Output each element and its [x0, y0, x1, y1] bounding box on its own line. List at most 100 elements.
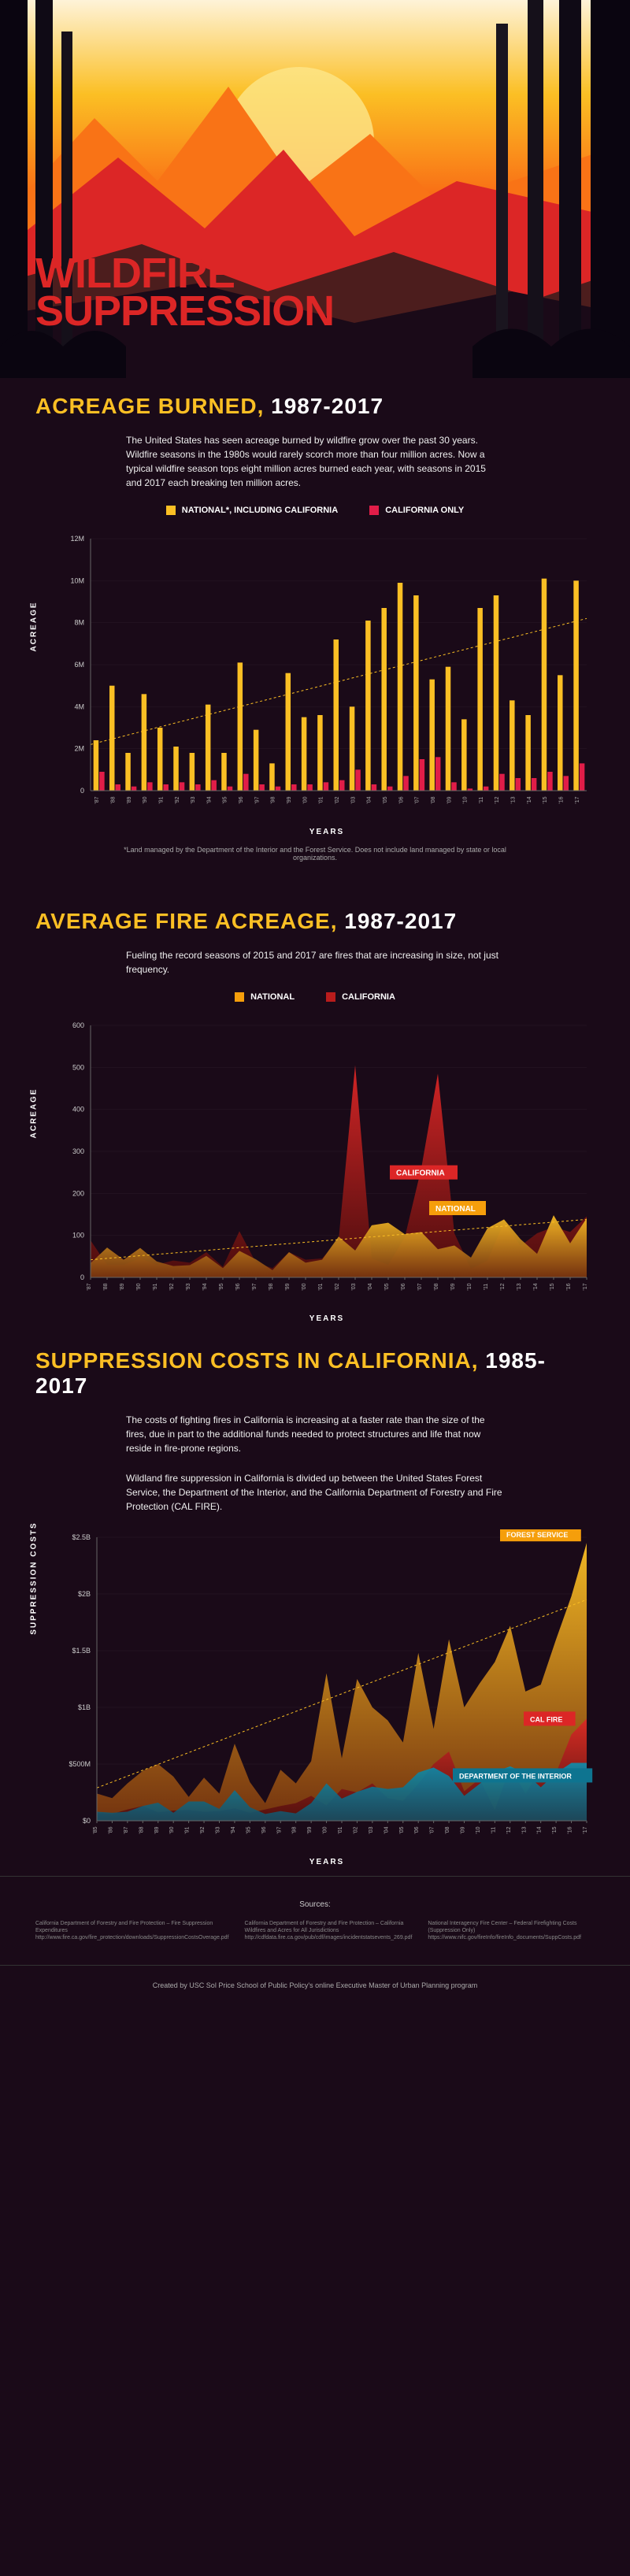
- svg-text:'04: '04: [384, 1826, 389, 1833]
- svg-text:'12: '12: [506, 1826, 512, 1833]
- svg-text:'08: '08: [431, 796, 436, 803]
- svg-text:'02: '02: [353, 1826, 358, 1833]
- svg-text:0: 0: [80, 787, 84, 795]
- svg-text:'94: '94: [231, 1826, 236, 1833]
- svg-text:'17: '17: [583, 1826, 588, 1833]
- sources: Sources: California Department of Forest…: [0, 1876, 630, 1965]
- svg-text:'10: '10: [467, 1283, 472, 1290]
- svg-text:'97: '97: [254, 796, 260, 803]
- legend-swatch: [369, 506, 379, 515]
- svg-text:'16: '16: [568, 1826, 573, 1833]
- svg-text:'17: '17: [575, 796, 580, 803]
- svg-text:'15: '15: [550, 1283, 555, 1290]
- svg-text:'13: '13: [521, 1826, 527, 1833]
- area-chart-svg: 0100200300400500600'87'88'89'90'91'92'93…: [59, 1017, 595, 1301]
- section3-title: SUPPRESSION COSTS IN CALIFORNIA, 1985-20…: [35, 1348, 595, 1399]
- svg-text:2M: 2M: [74, 745, 84, 753]
- svg-text:'14: '14: [527, 796, 532, 803]
- legend-item: CALIFORNIA ONLY: [369, 506, 464, 515]
- svg-text:'96: '96: [235, 1283, 241, 1290]
- svg-text:'93: '93: [186, 1283, 191, 1290]
- svg-text:8M: 8M: [74, 619, 84, 627]
- svg-text:$2B: $2B: [78, 1590, 91, 1598]
- svg-text:'86: '86: [108, 1826, 113, 1833]
- svg-text:0: 0: [80, 1273, 84, 1281]
- svg-text:'12: '12: [495, 796, 500, 803]
- bar-chart-svg: 02M4M6M8M10M12M'87'88'89'90'91'92'93'94'…: [59, 531, 595, 814]
- svg-text:'99: '99: [287, 796, 292, 803]
- svg-text:'94: '94: [206, 796, 212, 803]
- svg-text:'09: '09: [461, 1826, 466, 1833]
- hero-illustration: WILDFIRE SUPPRESSION: [0, 0, 630, 378]
- svg-text:CALIFORNIA: CALIFORNIA: [396, 1169, 445, 1178]
- svg-text:'11: '11: [479, 797, 484, 804]
- svg-text:'85: '85: [93, 1826, 98, 1833]
- svg-text:'15: '15: [543, 796, 548, 803]
- svg-text:'14: '14: [537, 1826, 543, 1833]
- legend-item: NATIONAL*, INCLUDING CALIFORNIA: [166, 506, 338, 515]
- svg-text:'94: '94: [202, 1283, 208, 1290]
- svg-text:'99: '99: [307, 1826, 313, 1833]
- svg-text:'97: '97: [276, 1826, 282, 1833]
- svg-text:'12: '12: [500, 1283, 506, 1290]
- svg-text:'09: '09: [450, 1283, 456, 1290]
- svg-text:'17: '17: [583, 1283, 588, 1290]
- section1-desc: The United States has seen acreage burne…: [126, 433, 504, 490]
- legend-label: NATIONAL: [250, 992, 295, 1002]
- svg-text:'90: '90: [169, 1826, 175, 1833]
- svg-text:'06: '06: [414, 1826, 420, 1833]
- legend-item: CALIFORNIA: [326, 992, 395, 1002]
- svg-text:'16: '16: [566, 1283, 572, 1290]
- svg-text:'08: '08: [445, 1826, 450, 1833]
- svg-text:'06: '06: [401, 1283, 406, 1290]
- svg-text:'93: '93: [191, 796, 196, 803]
- svg-text:'90: '90: [143, 796, 148, 803]
- svg-text:'88: '88: [103, 1283, 109, 1290]
- section3-desc1: The costs of fighting fires in Californi…: [126, 1413, 504, 1455]
- svg-text:'87: '87: [94, 796, 100, 803]
- svg-text:'91: '91: [153, 1283, 158, 1290]
- svg-text:'87: '87: [124, 1826, 129, 1833]
- legend-swatch: [326, 992, 335, 1002]
- svg-text:'05: '05: [399, 1826, 405, 1833]
- svg-text:'09: '09: [447, 796, 452, 803]
- svg-text:'95: '95: [246, 1826, 251, 1833]
- section-suppression-costs: SUPPRESSION COSTS IN CALIFORNIA, 1985-20…: [0, 1332, 630, 1876]
- svg-text:'98: '98: [269, 1283, 274, 1290]
- svg-text:'96: '96: [261, 1826, 267, 1833]
- svg-text:600: 600: [72, 1021, 84, 1029]
- svg-text:'95: '95: [219, 1283, 224, 1290]
- section2-title: AVERAGE FIRE ACREAGE, 1987-2017: [35, 909, 595, 934]
- svg-text:'03: '03: [351, 1283, 357, 1290]
- svg-text:'10: '10: [463, 796, 469, 803]
- svg-text:'89: '89: [127, 796, 132, 803]
- svg-text:'00: '00: [323, 1826, 328, 1833]
- svg-text:'88: '88: [110, 796, 116, 803]
- svg-text:'91: '91: [185, 1826, 191, 1833]
- svg-text:$0: $0: [83, 1817, 91, 1825]
- svg-text:'16: '16: [559, 796, 565, 803]
- svg-text:'04: '04: [368, 1283, 373, 1290]
- svg-text:'00: '00: [302, 1283, 307, 1290]
- svg-text:'01: '01: [318, 1283, 324, 1290]
- svg-text:'06: '06: [398, 796, 404, 803]
- svg-text:$1.5B: $1.5B: [72, 1647, 91, 1655]
- svg-text:'97: '97: [252, 1283, 258, 1290]
- svg-text:'05: '05: [384, 1283, 390, 1290]
- svg-text:'03: '03: [350, 796, 356, 803]
- svg-text:$2.5B: $2.5B: [72, 1533, 91, 1541]
- svg-text:100: 100: [72, 1232, 84, 1240]
- svg-text:'11: '11: [491, 1827, 496, 1834]
- svg-text:FOREST SERVICE: FOREST SERVICE: [506, 1531, 568, 1539]
- svg-text:'87: '87: [87, 1283, 92, 1290]
- svg-text:'08: '08: [434, 1283, 439, 1290]
- legend-swatch: [235, 992, 244, 1002]
- svg-text:'07: '07: [417, 1283, 423, 1290]
- svg-text:400: 400: [72, 1106, 84, 1114]
- svg-text:'15: '15: [552, 1826, 558, 1833]
- svg-text:'90: '90: [136, 1283, 142, 1290]
- legend-item: NATIONAL: [235, 992, 295, 1002]
- svg-text:NATIONAL: NATIONAL: [435, 1205, 476, 1214]
- svg-text:DEPARTMENT OF THE INTERIOR: DEPARTMENT OF THE INTERIOR: [459, 1772, 572, 1780]
- svg-text:'92: '92: [169, 1283, 175, 1290]
